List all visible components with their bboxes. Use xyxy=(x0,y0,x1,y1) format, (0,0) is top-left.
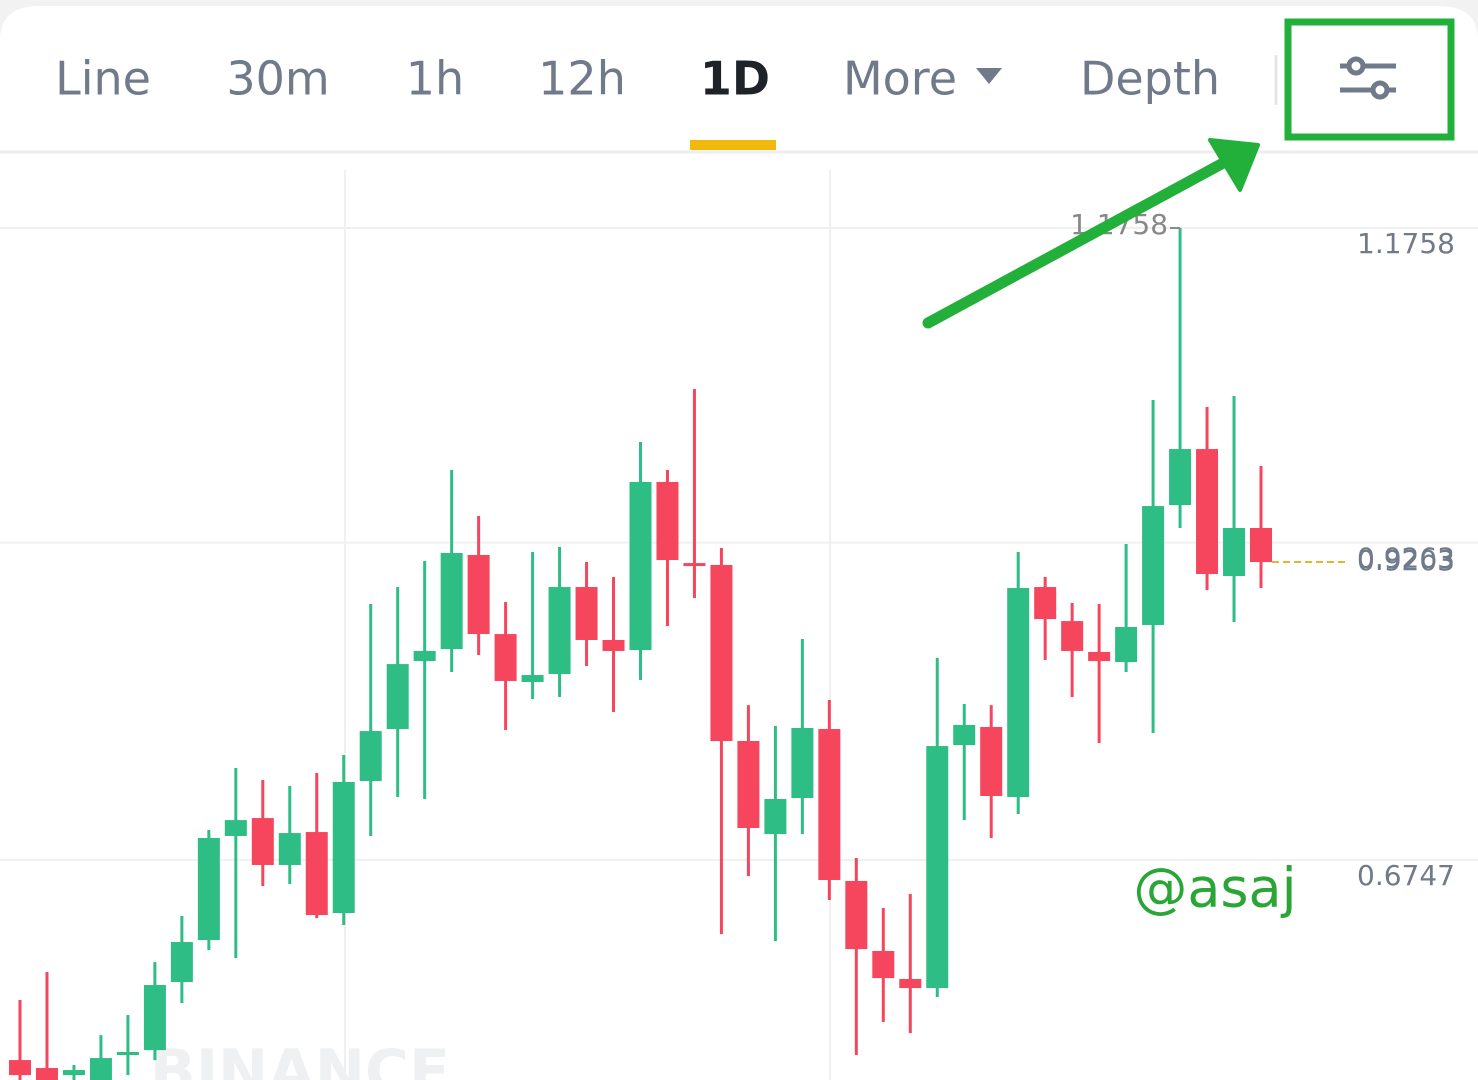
candle-body xyxy=(1061,621,1084,651)
y-tick-label: 0.6747 xyxy=(1357,859,1455,892)
logo-watermark: BINANCE xyxy=(150,1037,450,1080)
candle-body xyxy=(305,832,328,916)
candle-body xyxy=(35,1068,58,1080)
candle-body xyxy=(899,978,922,989)
slider-knob xyxy=(1370,80,1390,100)
candle-body xyxy=(737,741,760,829)
y-tick-label: 0.9263 xyxy=(1357,542,1455,575)
candle-body xyxy=(359,731,382,781)
candle-body xyxy=(791,728,814,799)
y-tick-label: 1.1758 xyxy=(1357,227,1455,260)
candle-body xyxy=(1196,449,1219,575)
candle-body xyxy=(143,985,166,1051)
candle-body xyxy=(575,587,598,640)
tab[interactable]: 1h xyxy=(406,52,464,106)
candle-body xyxy=(9,1060,31,1076)
highlight-box xyxy=(1284,18,1455,141)
candle-body xyxy=(1142,506,1165,625)
candle-body xyxy=(1007,588,1030,798)
last-price-label: 0.9203 xyxy=(1357,544,1455,577)
candle-body xyxy=(629,481,652,651)
candle-body xyxy=(845,880,868,950)
tab[interactable]: 1D xyxy=(700,52,770,106)
candle-body xyxy=(548,587,571,675)
candle-body xyxy=(197,837,220,941)
candle-body xyxy=(251,818,274,865)
candle-body xyxy=(1115,626,1138,663)
arrow-shaft xyxy=(922,156,1231,329)
candle-body xyxy=(413,650,436,662)
candle-body xyxy=(1250,528,1272,563)
candle-body xyxy=(1223,528,1246,577)
candle-body xyxy=(980,727,1003,796)
candle-body xyxy=(1034,587,1057,620)
candle-body xyxy=(278,833,301,865)
arrow-head xyxy=(1208,138,1260,192)
candle-body xyxy=(116,1052,139,1056)
candles xyxy=(9,227,1272,1080)
candle-body xyxy=(467,554,490,635)
candle-body xyxy=(62,1070,85,1076)
candle-body xyxy=(872,950,895,979)
settings-icon[interactable] xyxy=(1340,56,1396,100)
candle-body xyxy=(602,639,625,651)
candle-body xyxy=(224,820,247,836)
tab[interactable]: 30m xyxy=(226,52,329,106)
candle-body xyxy=(683,563,706,567)
candle-body xyxy=(170,942,193,983)
tab[interactable]: More xyxy=(843,52,957,106)
watermark: @asaj xyxy=(1133,857,1296,920)
candle-body xyxy=(656,481,679,561)
tab[interactable]: Line xyxy=(55,52,151,106)
tab-bar: Line 30m 1h 12h 1D More Depth xyxy=(55,52,1220,150)
candle-body xyxy=(440,552,463,650)
tab[interactable]: Depth xyxy=(1080,52,1220,106)
candle-body xyxy=(332,781,355,914)
candle-body xyxy=(521,675,544,682)
candle-body xyxy=(1169,449,1192,506)
candle-body xyxy=(926,746,949,989)
tab[interactable]: 12h xyxy=(538,52,626,106)
candle-body xyxy=(764,799,787,835)
candle-body xyxy=(710,564,733,742)
candle-body xyxy=(386,664,409,730)
candle-body xyxy=(494,634,517,681)
candle-body xyxy=(1088,651,1111,662)
candle-body xyxy=(953,724,976,746)
arrow xyxy=(922,138,1260,329)
candle-body xyxy=(89,1058,112,1080)
active-underline xyxy=(690,140,776,150)
candle-body xyxy=(818,729,841,880)
slider-knob xyxy=(1346,56,1366,76)
more-caret xyxy=(976,68,1002,84)
